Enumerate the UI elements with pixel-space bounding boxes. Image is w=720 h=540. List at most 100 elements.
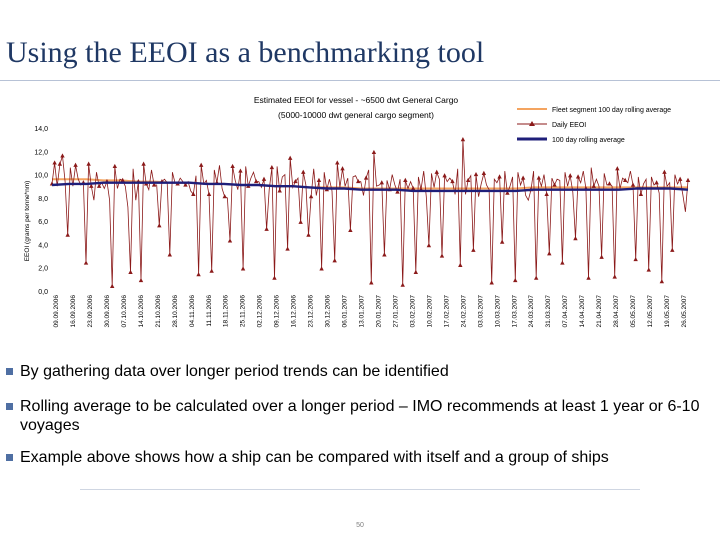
daily-eeoi-point [560,260,565,265]
x-tick-label: 21.04.2007 [596,295,603,328]
daily-eeoi-point [206,191,212,196]
x-tick-label: 19.05.2007 [664,295,671,328]
legend-label-rolling-avg: 100 day rolling average [552,137,625,144]
x-tick-label: 04.11.2006 [189,295,196,327]
x-tick-label: 09.12.2006 [274,295,281,328]
slide-title: Using the EEOI as a benchmarking tool [6,36,485,69]
daily-eeoi-point [277,188,282,193]
daily-eeoi-point [646,267,651,272]
daily-eeoi-point [301,169,306,174]
chart-subtitle: (5000-10000 dwt general cargo segment) [278,110,434,120]
x-tick-label: 25.11.2006 [240,295,247,327]
daily-eeoi-point [382,252,387,257]
daily-eeoi-point [335,160,340,165]
bullet-square-icon [6,454,13,461]
daily-eeoi-point [410,185,416,191]
daily-eeoi-point [513,277,518,283]
daily-eeoi-point [473,171,479,177]
x-tick-label: 07.04.2007 [562,295,569,328]
x-tick-label: 17.03.2007 [511,295,518,328]
bullet-item: By gathering data over longer period tre… [6,362,449,381]
y-tick-label: 8,0 [38,196,48,203]
x-tick-label: 09.09.2006 [53,295,60,328]
x-tick-label: 05.05.2007 [630,295,637,328]
daily-eeoi-point [196,272,201,277]
daily-eeoi-point [591,183,596,188]
x-tick-label: 03.02.2007 [409,295,416,328]
daily-eeoi-point [369,280,374,285]
x-tick-label: 20.01.2007 [375,295,382,328]
daily-eeoi-point [685,177,691,182]
daily-eeoi-point [489,280,494,285]
x-tick-label: 30.12.2006 [325,295,332,328]
daily-eeoi-point [586,275,591,280]
chart-title: Estimated EEOI for vessel - ~6500 dwt Ge… [254,95,459,105]
daily-eeoi-point [520,175,526,180]
daily-eeoi-point [120,177,125,182]
bullet-item: Example above shows how a ship can be co… [6,448,609,467]
x-tick-label: 14.04.2007 [579,295,586,328]
daily-eeoi-point [298,219,303,224]
legend-marker-daily [529,121,535,126]
daily-eeoi-point [60,153,65,158]
daily-eeoi-point [86,161,91,166]
daily-eeoi-point [109,283,115,288]
daily-eeoi-point [319,266,324,271]
daily-eeoi-point [253,178,259,184]
daily-eeoi-point [151,182,157,187]
daily-eeoi-point [465,177,471,182]
daily-eeoi-point [403,177,408,182]
x-tick-label: 27.01.2007 [392,295,399,328]
daily-eeoi-point [426,242,432,248]
x-tick-label: 23.12.2006 [308,295,315,328]
daily-eeoi-point [306,232,311,237]
x-tick-label: 28.04.2007 [613,295,620,328]
y-tick-label: 4,0 [38,242,48,249]
daily-eeoi-point [481,170,487,176]
daily-eeoi-point [434,169,439,174]
x-tick-label: 23.09.2006 [87,295,94,328]
y-tick-label: 0,0 [38,289,48,296]
x-tick-label: 30.09.2006 [104,295,111,328]
x-tick-label: 16.09.2006 [70,295,77,328]
bullet-text: By gathering data over longer period tre… [20,363,449,380]
daily-eeoi-point [83,260,89,265]
daily-eeoi-point [209,268,214,273]
daily-eeoi-point [505,190,510,195]
daily-eeoi-point [499,239,505,244]
daily-eeoi-point [230,163,235,169]
daily-eeoi-point [261,176,267,181]
bullet-text: Rolling average to be calculated over a … [20,398,700,434]
x-tick-label: 13.01.2007 [359,295,366,328]
daily-eeoi-point [287,155,293,160]
x-tick-label: 06.01.2007 [342,295,349,328]
daily-eeoi-point [269,164,275,170]
x-tick-label: 18.11.2006 [223,295,230,327]
daily-eeoi-point [439,253,445,258]
daily-eeoi-point [536,175,542,180]
daily-eeoi-point [363,175,369,180]
daily-eeoi-point [340,166,345,171]
x-tick-label: 12.05.2007 [647,295,654,328]
daily-eeoi-point [612,274,617,279]
daily-eeoi-point [599,254,604,259]
daily-eeoi-point [552,182,557,187]
daily-eeoi-point [222,194,227,199]
daily-eeoi-point [138,277,144,283]
daily-eeoi-point [128,269,133,274]
daily-eeoi-point [332,258,337,263]
x-tick-label: 16.12.2006 [291,295,298,328]
daily-eeoi-point [670,247,675,252]
daily-eeoi-point [633,256,638,262]
x-tick-label: 02.12.2006 [257,295,264,328]
daily-eeoi-point [442,173,447,178]
daily-eeoi-point [471,247,476,252]
x-tick-label: 26.05.2007 [681,295,688,328]
daily-eeoi-point [659,279,665,284]
daily-eeoi-point [630,182,636,187]
daily-eeoi-point [227,238,233,243]
x-tick-label: 17.02.2007 [443,295,450,328]
daily-eeoi-point [112,163,118,169]
bullet-square-icon [6,368,13,375]
daily-eeoi-point [285,246,290,251]
